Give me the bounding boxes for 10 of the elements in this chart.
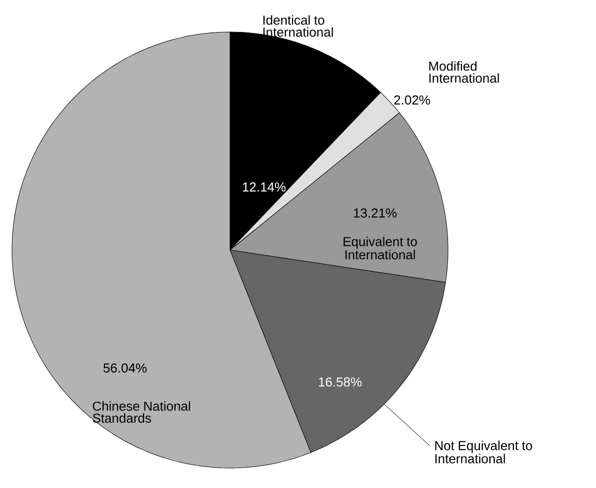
slice-label: Modified International [429,61,499,83]
slice-label: Equivalent to International [344,236,417,260]
data-label: 16.58% [318,377,362,387]
slice-label: Chinese National Standards [92,401,190,423]
data-label: 12.14% [242,182,286,192]
data-label: 2.02% [394,95,430,105]
slice-label: Not Equivalent to International [435,440,532,464]
data-label: 13.21% [354,208,397,218]
slice-label: Identical to International [263,15,333,37]
data-label: 56.04% [103,363,147,373]
